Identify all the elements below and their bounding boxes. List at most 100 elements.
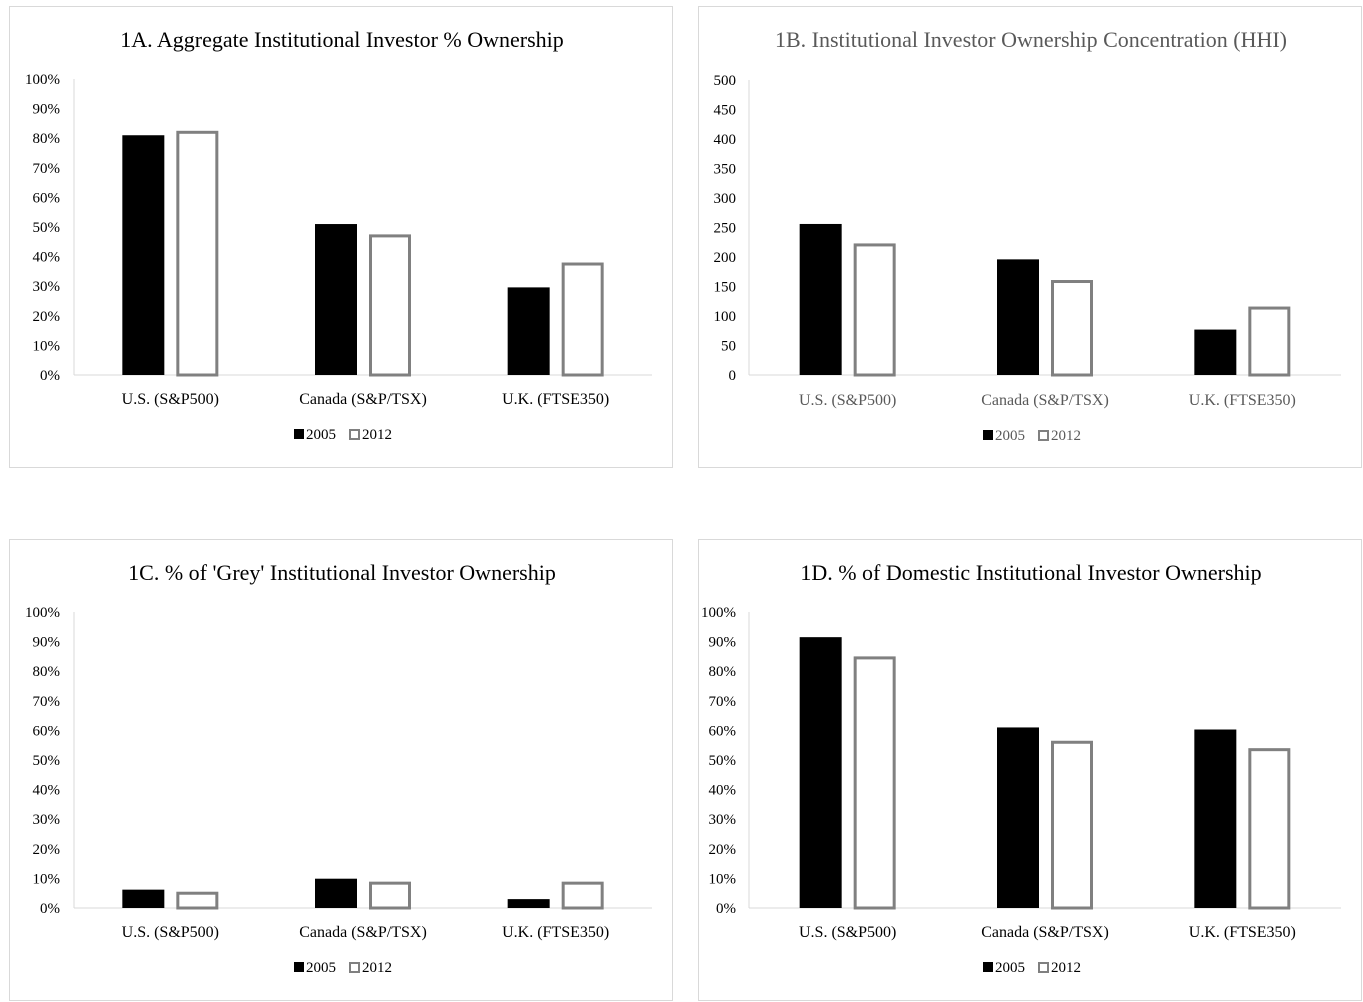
x-category-label: U.S. (S&P500): [799, 392, 896, 409]
bar-2012-1: [369, 881, 411, 910]
y-tick-label: 10%: [33, 338, 61, 354]
x-category-label: U.K. (FTSE350): [1189, 924, 1296, 941]
y-tick-label: 150: [714, 280, 737, 296]
chart-panel-1d: 1D. % of Domestic Institutional Investor…: [698, 539, 1362, 1001]
chart-svg: 1D. % of Domestic Institutional Investor…: [701, 560, 1341, 976]
y-tick-label: 500: [714, 73, 737, 89]
x-category-label: Canada (S&P/TSX): [299, 924, 427, 941]
legend-label-2012: 2012: [362, 427, 392, 443]
bar-2005-0: [122, 135, 165, 375]
y-tick-label: 200: [714, 250, 737, 266]
x-category-label: Canada (S&P/TSX): [981, 392, 1109, 409]
bar-2005-2: [507, 287, 550, 375]
bar-2005-2: [1194, 729, 1237, 908]
y-tick-label: 100: [714, 309, 737, 325]
bar-2012-1: [369, 234, 411, 377]
bar-2005-1: [315, 224, 357, 375]
bar-2005-0: [122, 889, 165, 908]
y-tick-label: 0: [729, 368, 737, 384]
y-tick-label: 50: [721, 339, 736, 355]
legend-swatch-2005: [294, 962, 304, 972]
chart-title: 1A. Aggregate Institutional Investor % O…: [120, 27, 564, 52]
y-tick-label: 100%: [25, 605, 60, 621]
legend-swatch-2005: [983, 962, 993, 972]
y-tick-label: 90%: [33, 102, 61, 118]
y-tick-label: 80%: [33, 131, 61, 147]
bar-2012-2: [1248, 306, 1291, 377]
y-tick-label: 20%: [33, 842, 61, 858]
y-tick-label: 300: [714, 191, 737, 207]
y-tick-label: 40%: [33, 250, 61, 266]
bar-2012-0: [853, 243, 896, 377]
bar-2005-1: [315, 878, 357, 908]
x-category-label: U.S. (S&P500): [799, 924, 896, 941]
chart-panel-1c: 1C. % of 'Grey' Institutional Investor O…: [9, 539, 673, 1001]
chart-title: 1C. % of 'Grey' Institutional Investor O…: [128, 560, 556, 585]
y-tick-label: 60%: [33, 723, 61, 739]
x-category-label: U.S. (S&P500): [122, 924, 219, 941]
legend-label-2005: 2005: [995, 960, 1025, 976]
y-tick-label: 30%: [709, 812, 737, 828]
y-tick-label: 0%: [716, 901, 736, 917]
chart-svg: 1B. Institutional Investor Ownership Con…: [714, 27, 1341, 444]
y-tick-label: 10%: [33, 871, 61, 887]
y-tick-label: 70%: [33, 694, 61, 710]
bar-2005-0: [799, 637, 842, 908]
y-tick-label: 40%: [709, 783, 737, 799]
bar-2012-0: [176, 130, 219, 377]
y-tick-label: 50%: [709, 753, 737, 769]
y-tick-label: 100%: [25, 72, 60, 88]
bar-2012-0: [176, 891, 219, 910]
bar-2005-1: [997, 259, 1039, 375]
bar-2012-1: [1051, 280, 1093, 377]
y-tick-label: 40%: [33, 783, 61, 799]
bar-2012-2: [561, 262, 604, 377]
y-tick-label: 30%: [33, 812, 61, 828]
legend-swatch-2012: [1038, 962, 1049, 973]
bar-2012-2: [561, 881, 604, 910]
y-tick-label: 20%: [709, 842, 737, 858]
y-tick-label: 60%: [709, 723, 737, 739]
legend-swatch-2012: [349, 962, 360, 973]
x-category-label: U.K. (FTSE350): [1189, 392, 1296, 409]
y-tick-label: 50%: [33, 753, 61, 769]
x-category-label: U.K. (FTSE350): [502, 924, 609, 941]
y-tick-label: 0%: [40, 368, 60, 384]
x-category-label: U.K. (FTSE350): [502, 391, 609, 408]
legend-swatch-2012: [1038, 430, 1049, 441]
y-tick-label: 450: [714, 103, 737, 119]
chart-svg: 1C. % of 'Grey' Institutional Investor O…: [25, 560, 652, 976]
x-category-label: Canada (S&P/TSX): [299, 391, 427, 408]
legend-label-2005: 2005: [306, 960, 336, 976]
y-tick-label: 50%: [33, 220, 61, 236]
chart-title: 1B. Institutional Investor Ownership Con…: [775, 27, 1287, 52]
legend-swatch-2012: [349, 429, 360, 440]
y-tick-label: 20%: [33, 309, 61, 325]
bar-2005-2: [1194, 329, 1237, 375]
y-tick-label: 250: [714, 221, 737, 237]
y-tick-label: 70%: [33, 161, 61, 177]
y-tick-label: 10%: [709, 871, 737, 887]
legend-label-2005: 2005: [306, 427, 336, 443]
bar-2012-1: [1051, 740, 1093, 910]
y-tick-label: 80%: [709, 664, 737, 680]
bar-2012-2: [1248, 748, 1291, 910]
x-category-label: U.S. (S&P500): [122, 391, 219, 408]
legend-label-2012: 2012: [1051, 428, 1081, 444]
y-tick-label: 90%: [33, 635, 61, 651]
bar-2005-2: [507, 899, 550, 908]
legend-swatch-2005: [983, 430, 993, 440]
chart-panel-1b: 1B. Institutional Investor Ownership Con…: [698, 6, 1362, 468]
legend-swatch-2005: [294, 429, 304, 439]
bar-2005-0: [799, 223, 842, 375]
legend-label-2005: 2005: [995, 428, 1025, 444]
bar-2012-0: [853, 656, 896, 910]
y-tick-label: 350: [714, 162, 737, 178]
x-category-label: Canada (S&P/TSX): [981, 924, 1109, 941]
bar-2005-1: [997, 727, 1039, 908]
chart-title: 1D. % of Domestic Institutional Investor…: [800, 560, 1261, 585]
chart-svg: 1A. Aggregate Institutional Investor % O…: [25, 27, 652, 443]
y-tick-label: 30%: [33, 279, 61, 295]
chart-panel-1a: 1A. Aggregate Institutional Investor % O…: [9, 6, 673, 468]
y-tick-label: 100%: [701, 605, 736, 621]
